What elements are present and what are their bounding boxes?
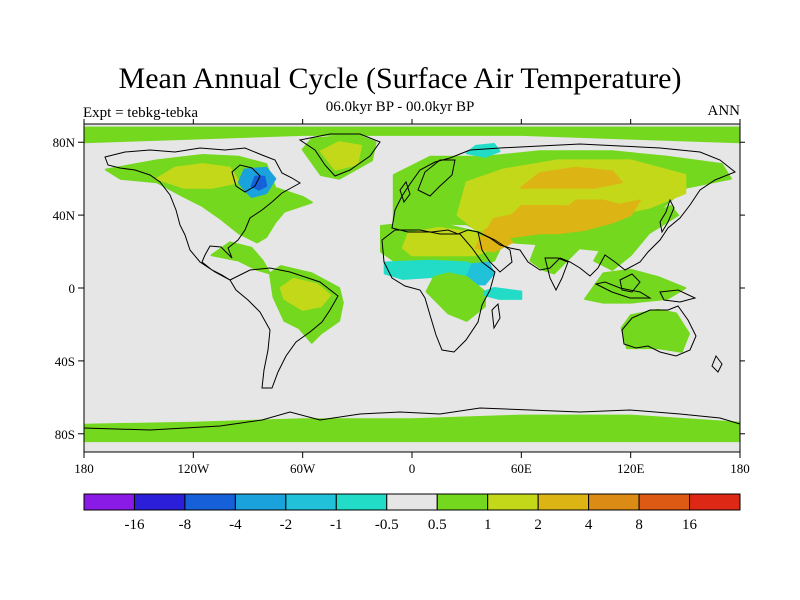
colorbar-label: -2 (280, 517, 293, 533)
colorbar: -16 -8 -4 -2 -1 -0.5 0.5 1 2 4 8 16 (83, 493, 741, 533)
coastline-south-america (229, 267, 339, 389)
lat-tick-label: 0 (69, 281, 76, 296)
coastline-australia (621, 305, 697, 357)
colorbar-label: -16 (124, 517, 144, 533)
lon-tick-label: 180 (730, 461, 750, 476)
colorbar-swatch (234, 493, 287, 511)
coastline-north-america (104, 147, 301, 281)
colorbar-label: 8 (635, 517, 643, 533)
anomaly-region (155, 163, 240, 189)
lon-tick-label: 180 (74, 461, 94, 476)
lon-tick-label: 120W (177, 461, 210, 476)
coastline-japan (659, 198, 675, 234)
lat-tick-label: 40S (55, 354, 75, 369)
coastline-madagascar (491, 302, 501, 330)
coastline-new-guinea (659, 289, 697, 303)
coastline-india (544, 257, 569, 292)
coastline-new-zealand (711, 354, 723, 373)
lon-tick-label: 60E (511, 461, 532, 476)
coastline-borneo (619, 273, 641, 293)
coastline-greenland (298, 133, 381, 177)
lat-tick-label: 40N (53, 208, 76, 223)
colorbar-swatch (184, 493, 236, 511)
season-label: ANN (707, 103, 741, 119)
colorbar-label: 4 (585, 517, 593, 533)
coastline-scandinavia (417, 159, 456, 197)
experiment-label: Expt = tebkg-tebka (83, 105, 199, 121)
lat-tick-label: 80N (53, 135, 76, 150)
colorbar-swatch (588, 493, 640, 511)
anomaly-region (279, 277, 331, 311)
latitude-axis: 80N 40N 0 40S 80S (53, 135, 745, 442)
temperature-anomaly-regions (84, 126, 740, 443)
lon-tick-label: 120E (617, 461, 645, 476)
anomaly-region (465, 143, 501, 158)
colorbar-label: 2 (534, 517, 542, 533)
anomaly-region (520, 166, 623, 189)
colorbar-label: 16 (682, 517, 698, 533)
anomaly-region (529, 236, 581, 275)
colorbar-swatch (83, 493, 135, 511)
anomaly-region (319, 141, 362, 171)
colorbar-swatch (133, 493, 186, 511)
anomaly-region (556, 199, 632, 224)
colorbar-swatch (487, 493, 539, 511)
coastline-antarctica (84, 407, 740, 431)
colorbar-swatch (285, 493, 337, 511)
coastline-arabia (477, 231, 513, 273)
coastlines (84, 133, 740, 431)
lon-tick-label: 60W (290, 461, 316, 476)
colorbar-swatch (436, 493, 489, 511)
lat-tick-label: 80S (55, 427, 75, 442)
chart-subtitle: 06.0kyr BP - 00.0kyr BP (325, 99, 475, 115)
chart-title: Mean Annual Cycle (Surface Air Temperatu… (118, 62, 682, 95)
colorbar-label: -4 (229, 517, 242, 533)
anomaly-region (483, 287, 523, 300)
colorbar-label: -1 (330, 517, 343, 533)
longitude-axis: 180 120W 60W 0 60E 120E 180 (74, 119, 750, 476)
colorbar-label: -0.5 (375, 517, 399, 533)
coastline-hudson-bay (231, 164, 261, 193)
colorbar-swatch (537, 493, 590, 511)
anomaly-region (84, 126, 740, 144)
anomaly-region (584, 268, 687, 304)
colorbar-label: 0.5 (428, 517, 447, 533)
colorbar-swatch (638, 493, 691, 511)
lon-tick-label: 0 (409, 461, 416, 476)
colorbar-label: -8 (179, 517, 192, 533)
colorbar-swatch (689, 493, 741, 511)
coastline-indonesia (594, 281, 652, 299)
colorbar-swatch (386, 493, 438, 511)
coastline-africa (381, 229, 496, 353)
anomaly-region (593, 205, 679, 271)
colorbar-swatch (335, 493, 388, 511)
colorbar-label: 1 (484, 517, 492, 533)
anomaly-region (620, 308, 690, 353)
coastline-british-isles (399, 180, 411, 204)
